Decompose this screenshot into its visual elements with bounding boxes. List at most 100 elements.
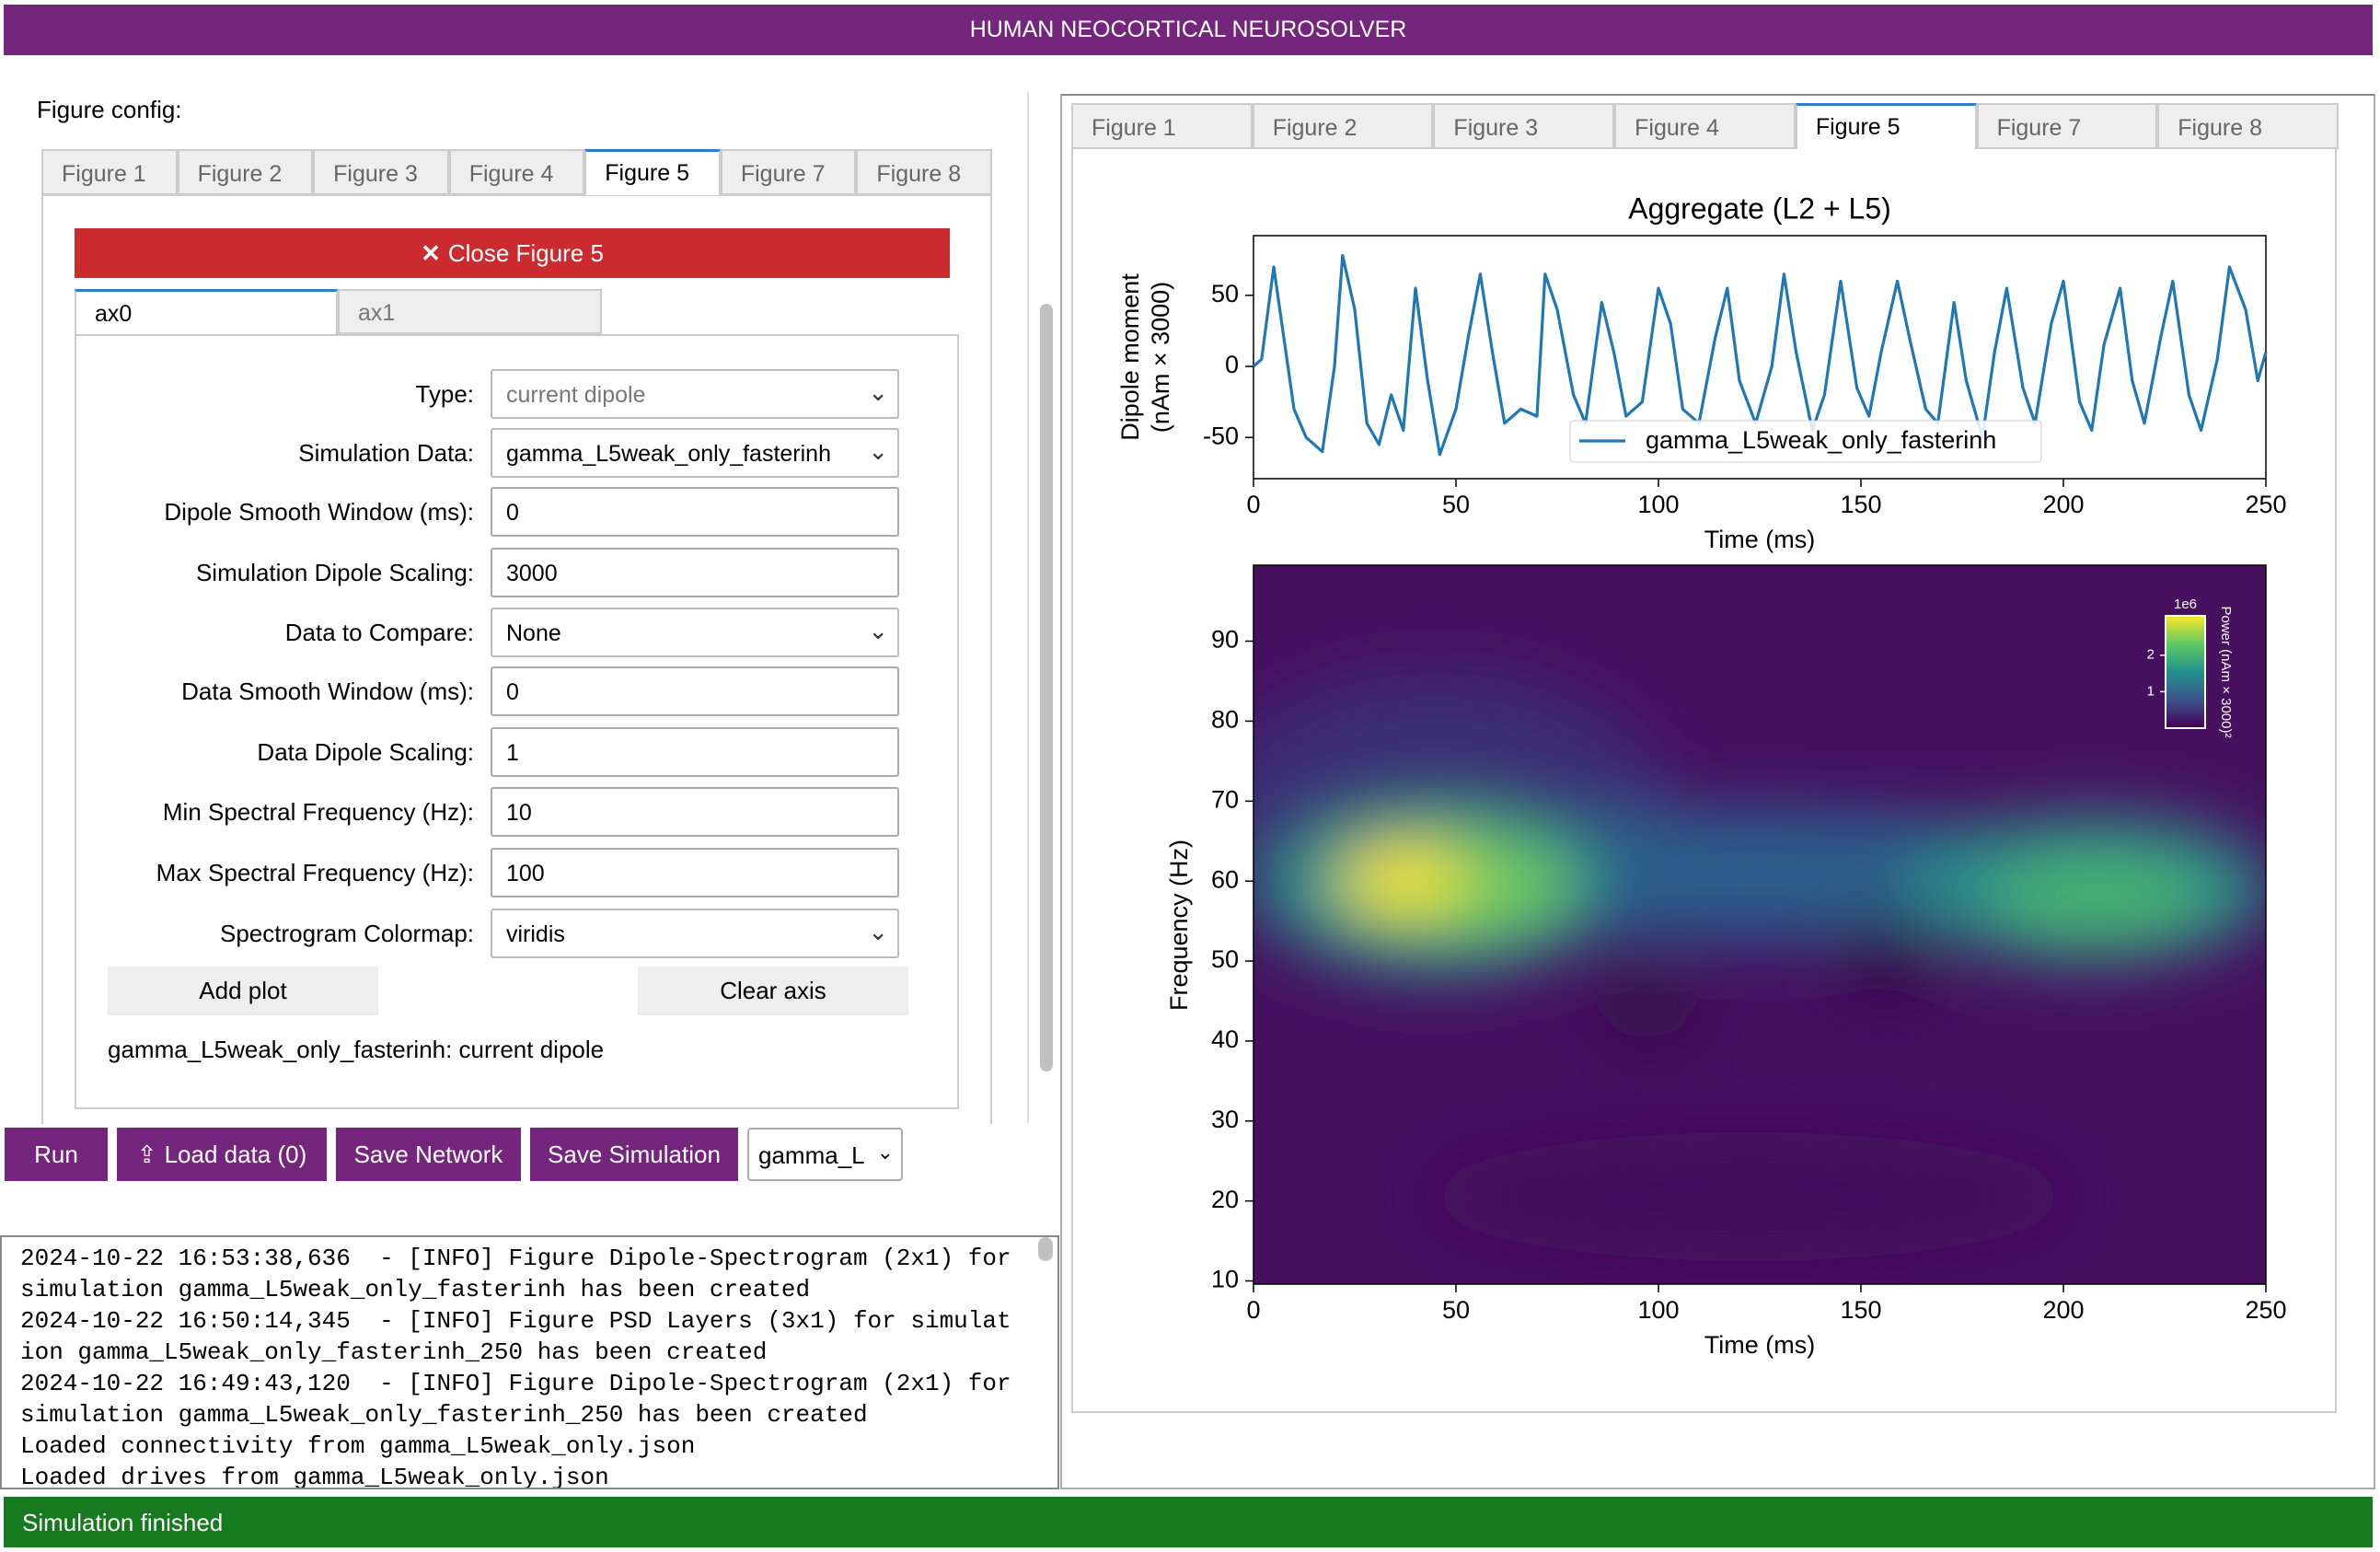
field-label: Simulation Data: xyxy=(298,439,474,467)
log-line: 2024-10-22 16:49:43,120 - [INFO] Figure … xyxy=(20,1370,1011,1397)
tab[interactable]: Figure 4 xyxy=(448,149,585,195)
field-label: Dipole Smooth Window (ms): xyxy=(164,498,474,526)
axis-tab[interactable]: ax1 xyxy=(338,289,602,334)
field-label: Min Spectral Frequency (Hz): xyxy=(162,798,474,826)
tab[interactable]: Figure 2 xyxy=(177,149,314,195)
tab[interactable]: Figure 7 xyxy=(1976,103,2158,149)
x-tick-label: 50 xyxy=(1442,1296,1470,1324)
axes-frame xyxy=(1253,564,2267,1285)
log-line: Loaded connectivity from gamma_L5weak_on… xyxy=(20,1432,696,1460)
close-figure-button[interactable]: ✕ Close Figure 5 xyxy=(75,228,950,278)
tab[interactable]: Figure 2 xyxy=(1252,103,1434,149)
text-input[interactable]: 0 xyxy=(491,666,899,716)
blob xyxy=(1831,921,1942,994)
heatmap-blobs xyxy=(1254,672,2266,1261)
select[interactable]: gamma_L5weak_only_fasterinh ⌄ xyxy=(491,428,899,478)
field-label: Spectrogram Colormap: xyxy=(220,920,474,947)
tab[interactable]: Figure 4 xyxy=(1614,103,1796,149)
log-line: simulation gamma_L5weak_only_fasterinh_2… xyxy=(20,1401,868,1429)
chevron: ⌄ xyxy=(868,437,888,465)
button-label: Add plot xyxy=(199,977,287,1004)
tab[interactable]: Figure 7 xyxy=(720,149,857,195)
text-input[interactable]: 100 xyxy=(491,848,899,898)
toolbar-button[interactable]: ⇪ Load data (0) xyxy=(117,1128,327,1181)
colorbar-tick-label: 2 xyxy=(2147,647,2155,663)
y-tick-label: 0 xyxy=(1225,351,1239,378)
chevron: ⌄ xyxy=(868,378,888,406)
y-tick-label: 90 xyxy=(1211,626,1239,654)
tab[interactable]: Figure 1 xyxy=(41,149,178,195)
simulation-select[interactable]: gamma_L ⌄ xyxy=(747,1128,903,1181)
colorbar-offset: 1e6 xyxy=(2174,596,2197,612)
log-line: ion gamma_L5weak_only_fasterinh_250 has … xyxy=(20,1338,768,1366)
button-label: Run xyxy=(34,1140,78,1168)
figure-frame xyxy=(1071,149,2337,1413)
button-label: Load data (0) xyxy=(164,1140,307,1168)
field-value: gamma_L5weak_only_fasterinh xyxy=(506,441,831,467)
left-tabs: Figure 1 Figure 2 Figure 3 Figure 4 Figure 5… xyxy=(41,149,992,195)
log-scrollbar[interactable] xyxy=(1038,1237,1053,1261)
clear-axis-button[interactable]: Clear axis xyxy=(638,967,908,1015)
field-label: Data to Compare: xyxy=(284,619,474,646)
field-value: 3000 xyxy=(506,561,558,586)
x-tick-label: 0 xyxy=(1246,491,1260,518)
field-label: Data Smooth Window (ms): xyxy=(181,678,474,705)
select[interactable]: viridis ⌄ xyxy=(491,909,899,958)
x-tick-label: 150 xyxy=(1840,1296,1881,1324)
field-label: Data Dipole Scaling: xyxy=(257,738,474,766)
log-console: 2024-10-22 16:53:38,636 - [INFO] Figure … xyxy=(0,1235,1059,1489)
blob xyxy=(1427,1132,2071,1261)
header: HUMAN NEOCORTICAL NEUROSOLVER xyxy=(4,5,2373,55)
colorbar xyxy=(2165,615,2206,729)
axis-tab[interactable]: ax0 xyxy=(75,289,338,335)
y-axis-label: Dipole moment xyxy=(1116,273,1144,441)
select[interactable]: None ⌄ xyxy=(491,608,899,657)
toolbar-button[interactable]: Run xyxy=(5,1128,108,1181)
select[interactable]: current dipole ⌄ xyxy=(491,369,899,419)
tab[interactable]: Figure 8 xyxy=(856,149,992,195)
status-bar: Simulation finished xyxy=(4,1497,2373,1547)
tab[interactable]: Figure 3 xyxy=(1433,103,1615,149)
tab[interactable]: Figure 1 xyxy=(1071,103,1253,149)
tab[interactable]: Figure 3 xyxy=(313,149,449,195)
divider xyxy=(1027,92,1029,1123)
button-label: Close Figure 5 xyxy=(447,238,604,267)
upload-icon: ⇪ xyxy=(136,1140,157,1168)
log-line: simulation gamma_L5weak_only_fasterinh h… xyxy=(20,1276,811,1303)
y-tick-label: 80 xyxy=(1211,706,1239,734)
button-label: Clear axis xyxy=(720,977,826,1004)
x-tick-label: 0 xyxy=(1246,1296,1260,1324)
x-axis-label: Time (ms) xyxy=(1704,1331,1815,1359)
text-input[interactable]: 3000 xyxy=(491,548,899,597)
field-label: Simulation Dipole Scaling: xyxy=(195,559,474,586)
blob xyxy=(1339,848,1468,910)
tab[interactable]: Figure 8 xyxy=(2157,103,2339,149)
tab[interactable]: Figure 5 xyxy=(584,149,721,195)
add-plot-button[interactable]: Add plot xyxy=(108,967,378,1015)
x-tick-label: 250 xyxy=(2245,1296,2286,1324)
y-tick-label: -50 xyxy=(1203,422,1239,449)
tab-label: ax0 xyxy=(95,301,133,327)
toolbar-button[interactable]: Save Network xyxy=(336,1128,521,1181)
text-input[interactable]: 10 xyxy=(491,787,899,837)
field-label: Type: xyxy=(415,380,474,408)
toolbar-button[interactable]: Save Simulation xyxy=(530,1128,738,1181)
chevron: ⌄ xyxy=(868,617,888,644)
y-tick-label: 20 xyxy=(1211,1186,1239,1213)
dipole-line xyxy=(1252,254,2268,457)
scrollbar[interactable] xyxy=(1040,304,1053,1071)
text-input[interactable]: 1 xyxy=(491,727,899,777)
button-label: Save Network xyxy=(353,1140,503,1168)
log-line: 2024-10-22 16:50:14,345 - [INFO] Figure … xyxy=(20,1307,1011,1335)
log-line: 2024-10-22 16:53:38,636 - [INFO] Figure … xyxy=(20,1245,1011,1272)
log-line: Loaded drives from gamma_L5weak_only.jso… xyxy=(20,1464,609,1489)
status-text: Simulation finished xyxy=(22,1509,224,1536)
blob xyxy=(1988,856,2209,939)
text-input[interactable]: 0 xyxy=(491,487,899,537)
tab[interactable]: Figure 5 xyxy=(1795,103,1977,149)
axis-summary: gamma_L5weak_only_fasterinh: current dip… xyxy=(108,1036,605,1063)
blob xyxy=(1597,967,1698,1040)
y-tick-label: 60 xyxy=(1211,865,1239,893)
y-tick-label: 50 xyxy=(1211,280,1239,307)
